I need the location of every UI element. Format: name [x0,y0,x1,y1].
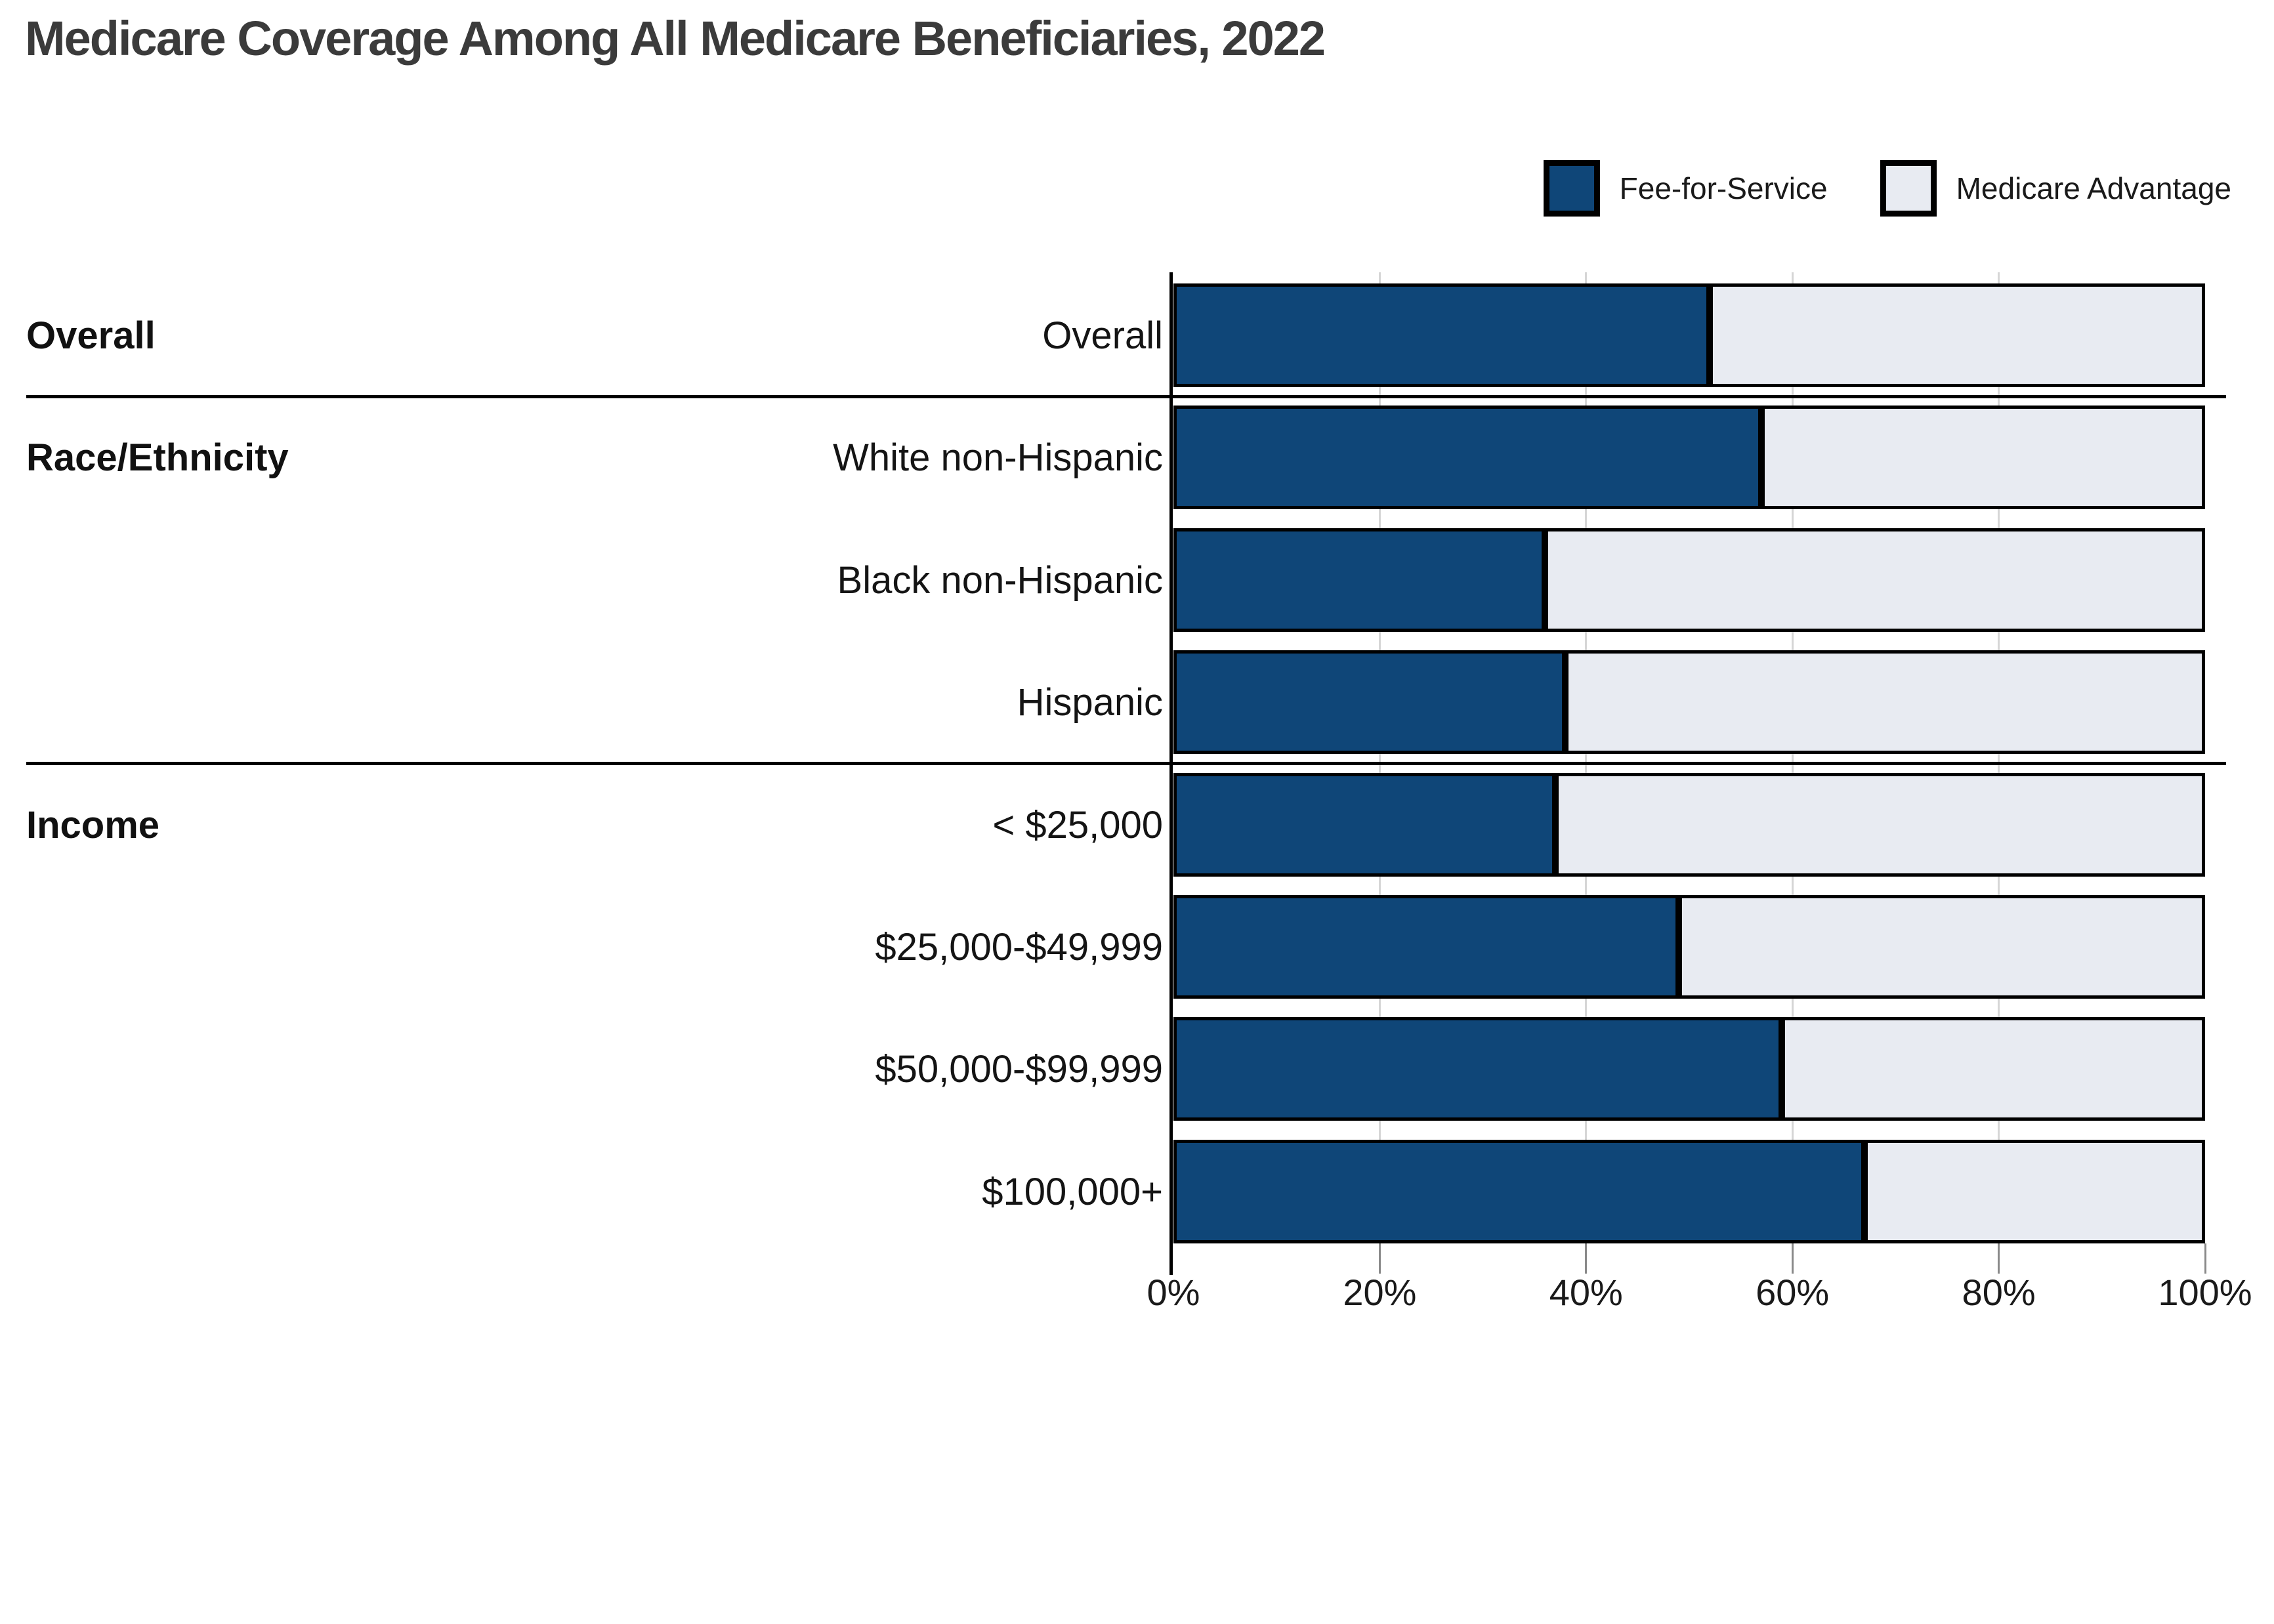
group-label-income: Income [26,803,160,846]
bar-segment-medicare-advantage-black-non-hispanic [1544,528,2205,632]
bar-segment-medicare-advantage-25-000 [1555,773,2205,877]
chart-row-hispanic: Hispanic [0,650,2274,754]
chart-row-25-000: < $25,000 [0,773,2274,877]
bar-segment-fee-for-service-25-000 [1173,773,1555,877]
bar-segment-fee-for-service-black-non-hispanic [1173,528,1545,632]
row-label-25-000-49-999: $25,000-$49,999 [875,925,1163,968]
row-label-overall: Overall [1042,314,1163,357]
bar-segment-fee-for-service-hispanic [1173,650,1566,754]
row-label-50-000-99-999: $50,000-$99,999 [875,1047,1163,1091]
x-axis-tick-label: 20% [1343,1272,1417,1313]
bar-25-000 [1173,773,2205,877]
legend: Fee-for-Service Medicare Advantage [1543,160,2231,217]
bar-segment-fee-for-service-100-000 [1173,1140,1865,1243]
legend-swatch-medicare-advantage-icon [1880,160,1937,217]
bar-segment-medicare-advantage-overall [1710,283,2205,387]
x-axis-tick [2204,1243,2206,1274]
row-label-white-non-hispanic: White non-Hispanic [833,436,1163,479]
bar-segment-fee-for-service-50-000-99-999 [1173,1017,1782,1121]
bar-segment-medicare-advantage-white-non-hispanic [1761,406,2205,509]
bar-segment-medicare-advantage-hispanic [1565,650,2205,754]
chart-title: Medicare Coverage Among All Medicare Ben… [25,11,1326,66]
bar-100-000 [1173,1140,2205,1243]
bar-segment-medicare-advantage-100-000 [1864,1140,2205,1243]
legend-label-medicare-advantage: Medicare Advantage [1956,171,2231,205]
x-axis-tick [1998,1243,2000,1274]
group-separator [26,395,2226,398]
gridline [1791,272,1794,1243]
group-label-overall: Overall [26,314,156,357]
bar-segment-medicare-advantage-25-000-49-999 [1679,895,2205,999]
chart-row-100-000: $100,000+ [0,1140,2274,1243]
group-separator [26,762,2226,765]
x-axis-tick-label: 60% [1756,1272,1830,1313]
legend-item-fee-for-service: Fee-for-Service [1543,160,1828,217]
x-axis-tick-label: 80% [1962,1272,2036,1313]
chart-row-white-non-hispanic: White non-Hispanic [0,406,2274,509]
group-label-race-ethnicity: Race/Ethnicity [26,436,289,479]
bar-segment-fee-for-service-25-000-49-999 [1173,895,1679,999]
x-axis-tick-label: 100% [2158,1272,2252,1313]
legend-item-medicare-advantage: Medicare Advantage [1880,160,2231,217]
bar-segment-medicare-advantage-50-000-99-999 [1782,1017,2205,1121]
legend-label-fee-for-service: Fee-for-Service [1619,171,1828,205]
bar-50-000-99-999 [1173,1017,2205,1121]
x-axis-tick-label: 40% [1549,1272,1623,1313]
x-axis-tick [1378,1243,1381,1274]
bar-segment-fee-for-service-white-non-hispanic [1173,406,1762,509]
chart-row-black-non-hispanic: Black non-Hispanic [0,528,2274,632]
row-label-100-000: $100,000+ [982,1170,1163,1213]
chart-row-25-000-49-999: $25,000-$49,999 [0,895,2274,999]
bar-hispanic [1173,650,2205,754]
bar-black-non-hispanic [1173,528,2205,632]
legend-swatch-fee-for-service-icon [1543,160,1600,217]
chart-row-50-000-99-999: $50,000-$99,999 [0,1017,2274,1121]
bar-25-000-49-999 [1173,895,2205,999]
chart-row-overall: Overall [0,283,2274,387]
bar-white-non-hispanic [1173,406,2205,509]
y-axis-line [1169,272,1173,1275]
x-axis-tick [1585,1243,1588,1274]
x-axis-tick [1791,1243,1794,1274]
row-label-black-non-hispanic: Black non-Hispanic [837,558,1163,602]
row-label-hispanic: Hispanic [1017,680,1163,724]
gridline [1378,272,1381,1243]
bar-segment-fee-for-service-overall [1173,283,1710,387]
row-label-25-000: < $25,000 [992,803,1163,846]
gridline [1585,272,1588,1243]
x-axis-tick-label: 0% [1147,1272,1200,1313]
bar-overall [1173,283,2205,387]
gridline [1998,272,2000,1243]
